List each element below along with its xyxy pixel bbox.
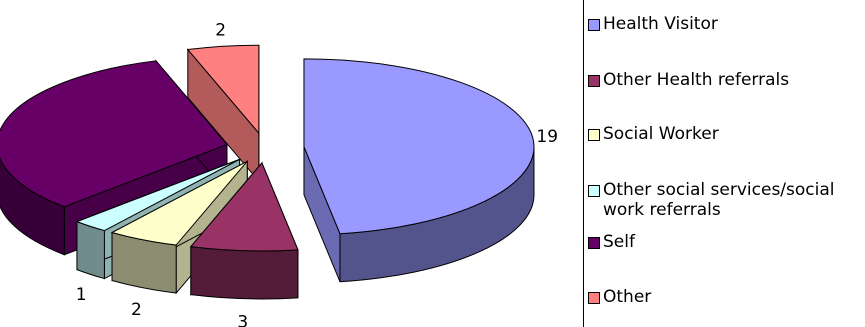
legend-item-social-worker: Social Worker <box>588 124 865 144</box>
data-label-other: 2 <box>215 20 226 40</box>
pie-slice-other-health-referrals <box>189 161 299 300</box>
legend-label-other-social-services: Other social services/social work referr… <box>603 180 835 220</box>
data-label-self: 13 <box>0 109 1 129</box>
legend-swatch-other <box>588 292 600 304</box>
legend-swatch-social-worker <box>588 129 600 141</box>
pie-slice-top-other <box>186 44 260 135</box>
legend-label-self: Self <box>603 232 635 252</box>
legend-label-social-worker: Social Worker <box>603 124 719 144</box>
legend-item-other-health-referrals: Other Health referrals <box>588 70 865 90</box>
data-label-other-health-referrals: 3 <box>237 313 248 327</box>
legend-item-other-social-services: Other social services/social work referr… <box>588 180 865 220</box>
legend-label-other-health-referrals: Other Health referrals <box>603 70 790 90</box>
legend-item-other: Other <box>588 287 865 307</box>
legend-swatch-other-social-services <box>588 185 600 197</box>
legend-label-other: Other <box>603 287 652 307</box>
legend-swatch-health-visitor <box>588 19 600 31</box>
pie-slice-health-visitor <box>303 58 535 283</box>
pie-slice-top-other-health-referrals <box>189 161 299 252</box>
data-label-social-worker: 2 <box>131 300 142 320</box>
legend: Health Visitor Other Health referrals So… <box>583 0 865 327</box>
pie-slice-side-other-health-referrals <box>190 246 299 300</box>
pie-slice-other <box>186 44 260 183</box>
data-label-health-visitor: 19 <box>536 127 558 147</box>
data-label-other-social-services-social-work-referrals: 1 <box>76 285 87 305</box>
pie-slice-top-social-worker <box>110 160 248 246</box>
legend-swatch-other-health-referrals <box>588 75 600 87</box>
pie-chart: 19 3 2 1 13 2 <box>0 20 558 327</box>
legend-item-health-visitor: Health Visitor <box>588 14 865 34</box>
pie-slice-top-self <box>0 60 228 208</box>
legend-label-health-visitor: Health Visitor <box>603 14 718 34</box>
pie-slice-top-other-social-services-social-work-referrals <box>75 158 240 232</box>
pie-slice-side-other-social-services-social-work-referrals <box>76 220 105 280</box>
legend-swatch-self <box>588 237 600 249</box>
pie-slice-top-health-visitor <box>303 58 535 235</box>
legend-item-self: Self <box>588 232 865 252</box>
